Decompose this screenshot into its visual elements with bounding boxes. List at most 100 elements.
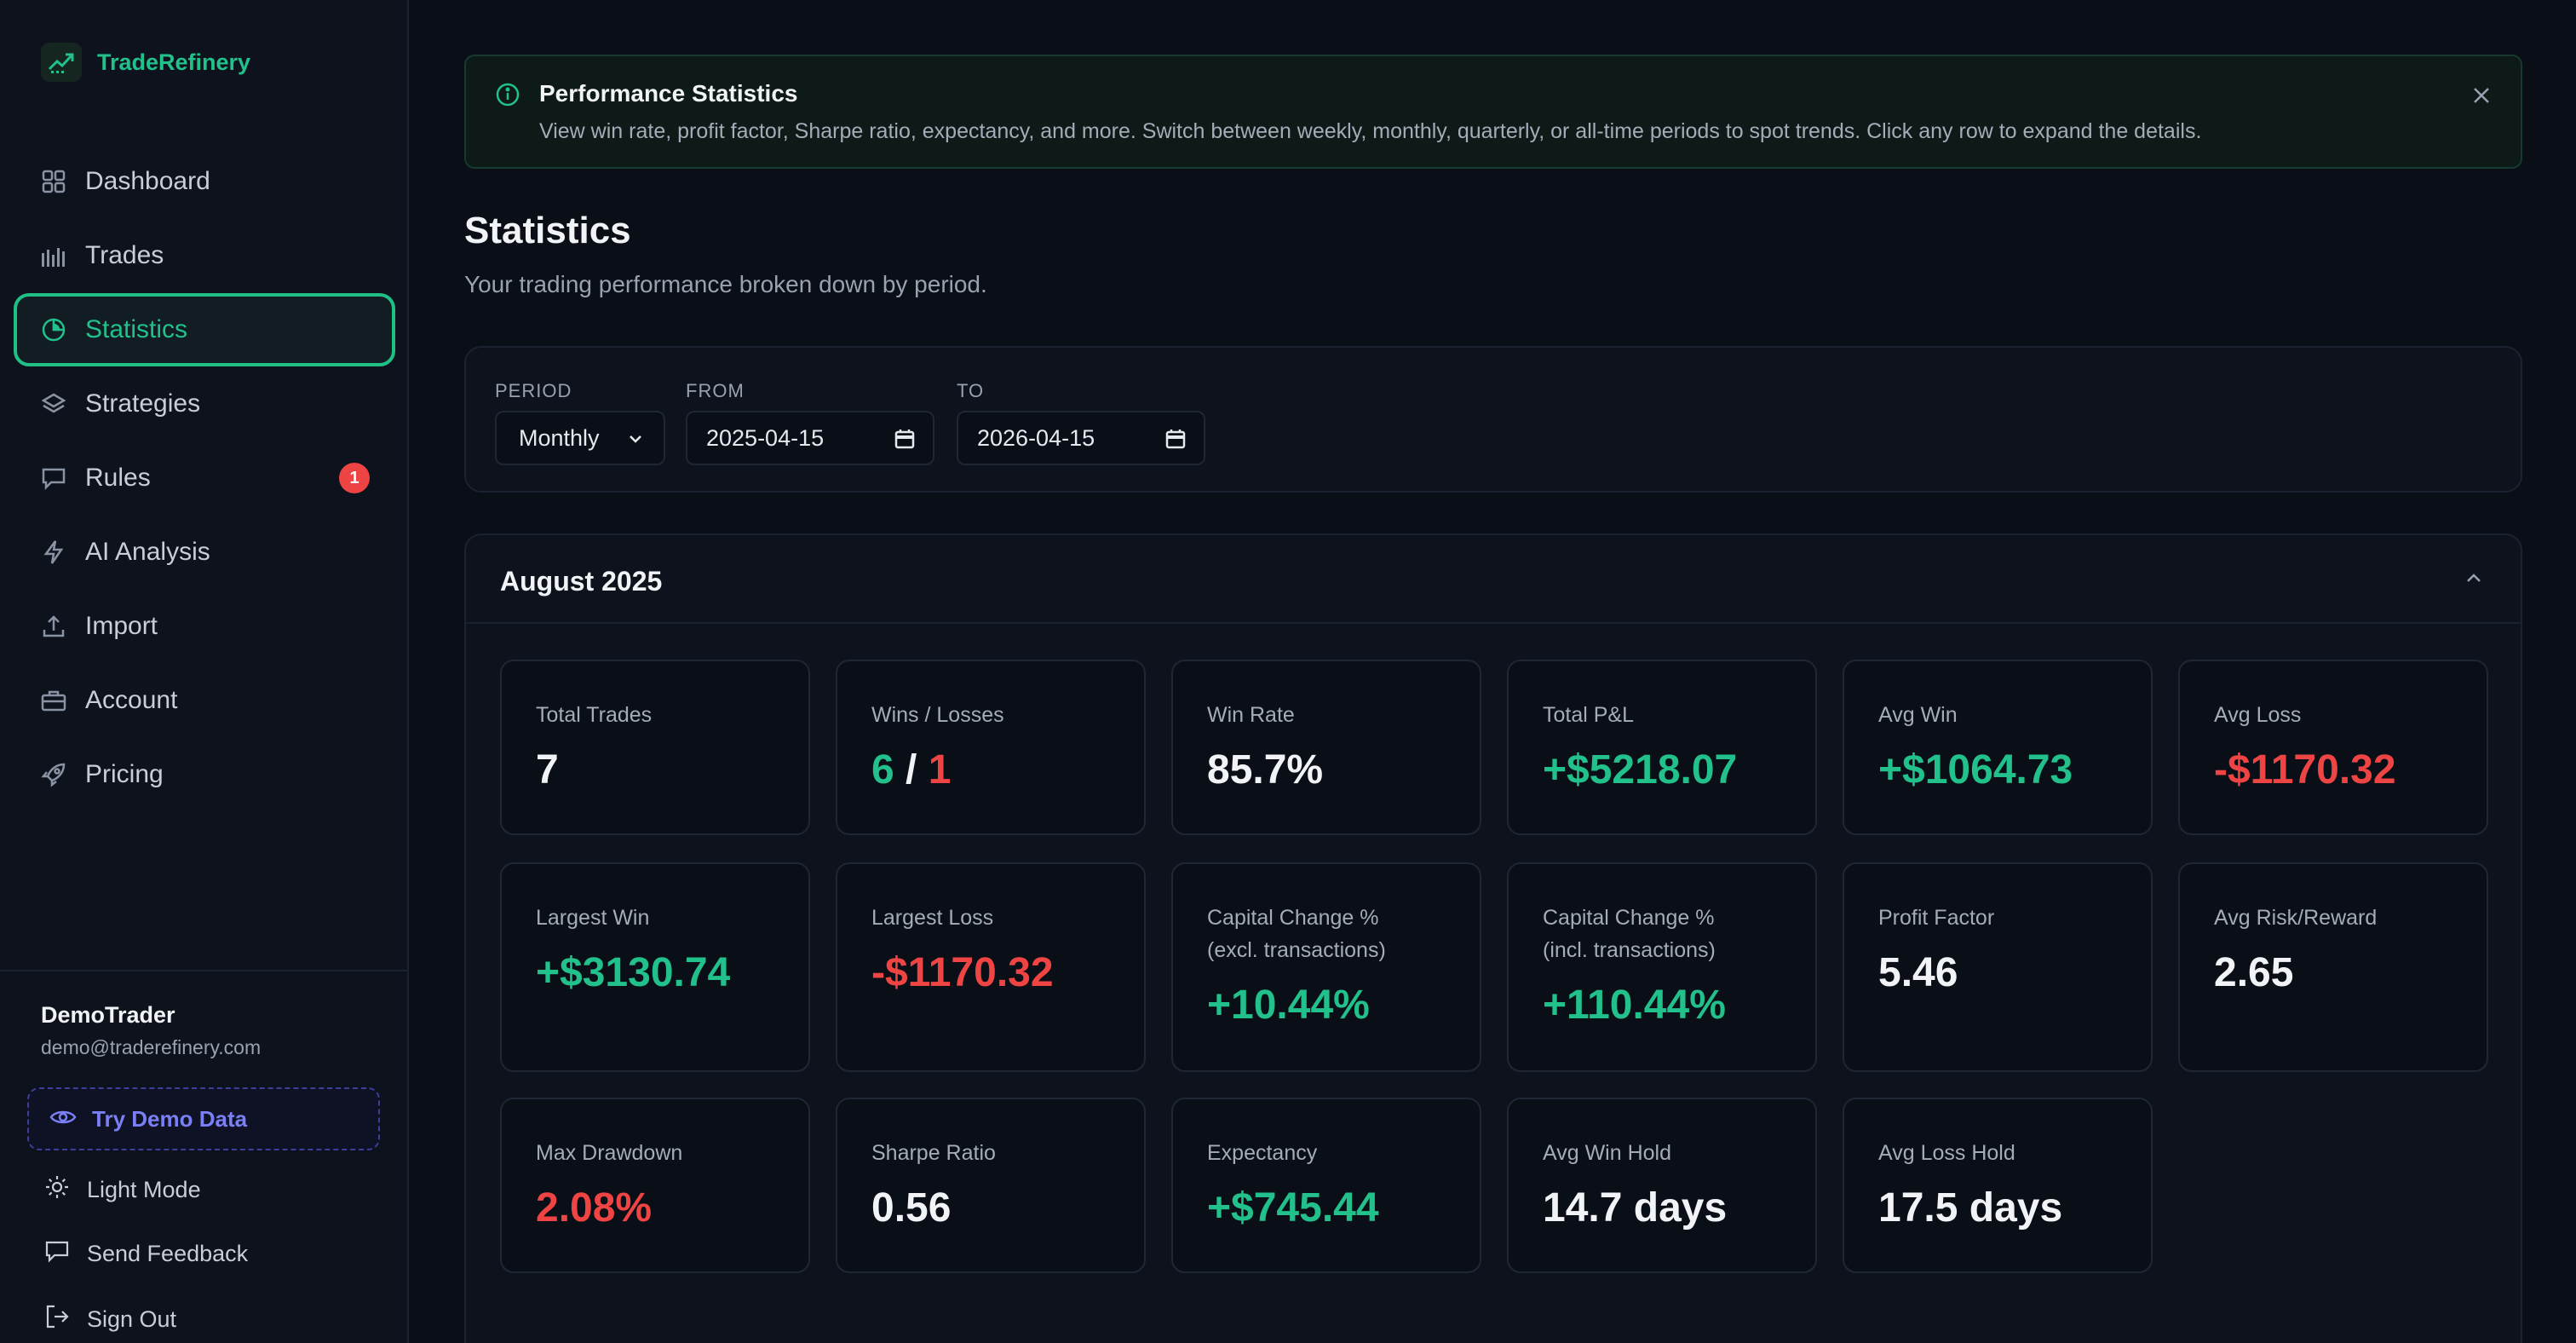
light-mode-label: Light Mode: [87, 1177, 201, 1202]
stat-value: +$1064.73: [1878, 747, 2073, 793]
period-value: Monthly: [519, 424, 600, 451]
brand-name: TradeRefinery: [97, 49, 251, 75]
info-banner: Performance Statistics View win rate, pr…: [464, 55, 2522, 169]
sun-icon: [44, 1174, 70, 1206]
stat-avg-risk-reward: Avg Risk/Reward 2.65: [2178, 862, 2488, 1072]
stat-label: Largest Win: [536, 906, 650, 930]
user-email: demo@traderefinery.com: [41, 1036, 262, 1058]
try-demo-data-label: Try Demo Data: [92, 1105, 248, 1132]
sidebar-item-pricing[interactable]: Pricing: [14, 738, 395, 811]
stat-value: 85.7%: [1207, 747, 1324, 793]
sidebar-item-strategies[interactable]: Strategies: [14, 367, 395, 441]
stat-avg-win: Avg Win +$1064.73: [1843, 660, 2153, 835]
light-mode-toggle[interactable]: Light Mode: [44, 1174, 201, 1206]
sign-out-icon: [44, 1304, 70, 1335]
send-feedback-button[interactable]: Send Feedback: [44, 1239, 248, 1269]
trending-up-icon: [41, 43, 82, 82]
stat-largest-win: Largest Win +$3130.74: [500, 862, 810, 1072]
user-name: DemoTrader: [41, 1002, 175, 1028]
stat-value: +10.44%: [1207, 983, 1370, 1028]
calendar-icon[interactable]: [894, 428, 916, 450]
layers-icon: [39, 389, 68, 418]
message-icon: [39, 464, 68, 493]
stat-value: +110.44%: [1543, 983, 1726, 1028]
stat-label: Largest Loss: [871, 906, 994, 930]
stat-label: Profit Factor: [1878, 906, 1995, 930]
stat-avg-win-hold: Avg Win Hold 14.7 days: [1507, 1098, 1817, 1273]
stat-label: Sharpe Ratio: [871, 1141, 996, 1165]
stat-label: Capital Change % (incl. transactions): [1543, 902, 1716, 966]
info-icon: [495, 82, 520, 107]
stat-total-pnl: Total P&L +$5218.07: [1507, 660, 1817, 835]
sidebar-item-label: Pricing: [85, 760, 164, 788]
rules-badge: 1: [339, 463, 370, 493]
period-card: August 2025 Total Trades 7 Wins / Losses…: [464, 533, 2522, 1343]
sign-out-button[interactable]: Sign Out: [44, 1304, 176, 1335]
stat-label: Avg Risk/Reward: [2214, 906, 2378, 930]
to-date-value: 2026-04-15: [977, 424, 1095, 451]
period-header[interactable]: August 2025: [466, 535, 2521, 624]
stat-label-line1: Capital Change %: [1207, 906, 1379, 930]
stat-label: Max Drawdown: [536, 1141, 683, 1165]
bolt-icon: [39, 538, 68, 567]
close-icon[interactable]: [2470, 84, 2493, 107]
stat-value: 2.08%: [536, 1185, 653, 1231]
stat-total-trades: Total Trades 7: [500, 660, 810, 835]
stat-value: 7: [536, 747, 559, 793]
sidebar-item-label: Statistics: [85, 315, 188, 343]
eye-icon: [49, 1106, 77, 1133]
stat-expectancy: Expectancy +$745.44: [1171, 1098, 1481, 1273]
stat-label: Wins / Losses: [871, 703, 1004, 727]
sidebar-item-import[interactable]: Import: [14, 590, 395, 663]
sidebar-item-trades[interactable]: Trades: [14, 219, 395, 292]
stat-label: Expectancy: [1207, 1141, 1318, 1165]
sidebar-item-rules[interactable]: Rules 1: [14, 441, 395, 515]
stat-value: +$3130.74: [536, 950, 731, 995]
stat-max-drawdown: Max Drawdown 2.08%: [500, 1098, 810, 1273]
rocket-icon: [39, 760, 68, 789]
from-date-input[interactable]: 2025-04-15: [686, 411, 934, 465]
stat-avg-loss-hold: Avg Loss Hold 17.5 days: [1843, 1098, 2153, 1273]
period-title: August 2025: [500, 566, 663, 597]
sidebar-item-label: AI Analysis: [85, 538, 210, 566]
stat-label: Total P&L: [1543, 703, 1635, 727]
period-select[interactable]: Monthly: [495, 411, 665, 465]
sidebar-item-ai-analysis[interactable]: AI Analysis: [14, 516, 395, 589]
sidebar-item-label: Strategies: [85, 389, 201, 418]
to-date-input[interactable]: 2026-04-15: [957, 411, 1205, 465]
stat-value: 14.7 days: [1543, 1185, 1728, 1231]
stat-label-line1: Capital Change %: [1543, 906, 1715, 930]
stat-value: 5.46: [1878, 950, 1958, 995]
sidebar-item-label: Rules: [85, 464, 151, 492]
sidebar-footer: DemoTrader demo@traderefinery.com Try De…: [0, 970, 407, 1332]
filter-bar: PERIOD Monthly FROM 2025-04-15 TO 2026-0…: [464, 346, 2522, 493]
stat-largest-loss: Largest Loss -$1170.32: [836, 862, 1146, 1072]
page-title: Statistics: [464, 210, 631, 251]
from-date-value: 2025-04-15: [706, 424, 825, 451]
try-demo-data-button[interactable]: Try Demo Data: [27, 1087, 380, 1150]
wins-value: 6: [871, 747, 894, 793]
chevron-down-icon: [624, 428, 647, 450]
stat-value: 0.56: [871, 1185, 952, 1231]
stat-label-line2: (incl. transactions): [1543, 938, 1716, 962]
bars-icon: [39, 241, 68, 270]
message-icon: [44, 1239, 70, 1269]
stat-label: Win Rate: [1207, 703, 1295, 727]
sidebar-item-label: Trades: [85, 241, 164, 269]
sidebar-item-dashboard[interactable]: Dashboard: [14, 145, 395, 218]
stat-value: +$5218.07: [1543, 747, 1738, 793]
stat-wins-losses: Wins / Losses 6 / 1: [836, 660, 1146, 835]
sidebar-item-account[interactable]: Account: [14, 664, 395, 737]
stat-avg-loss: Avg Loss -$1170.32: [2178, 660, 2488, 835]
stat-label: Capital Change % (excl. transactions): [1207, 902, 1386, 966]
sidebar-item-label: Dashboard: [85, 167, 210, 195]
send-feedback-label: Send Feedback: [87, 1241, 249, 1266]
sidebar-item-statistics[interactable]: Statistics: [14, 293, 395, 366]
chevron-up-icon[interactable]: [2461, 566, 2487, 591]
briefcase-icon: [39, 686, 68, 715]
brand[interactable]: TradeRefinery: [41, 43, 250, 82]
stat-win-rate: Win Rate 85.7%: [1171, 660, 1481, 835]
calendar-icon[interactable]: [1164, 428, 1187, 450]
stat-label-line2: (excl. transactions): [1207, 938, 1386, 962]
stat-label: Avg Loss Hold: [1878, 1141, 2015, 1165]
